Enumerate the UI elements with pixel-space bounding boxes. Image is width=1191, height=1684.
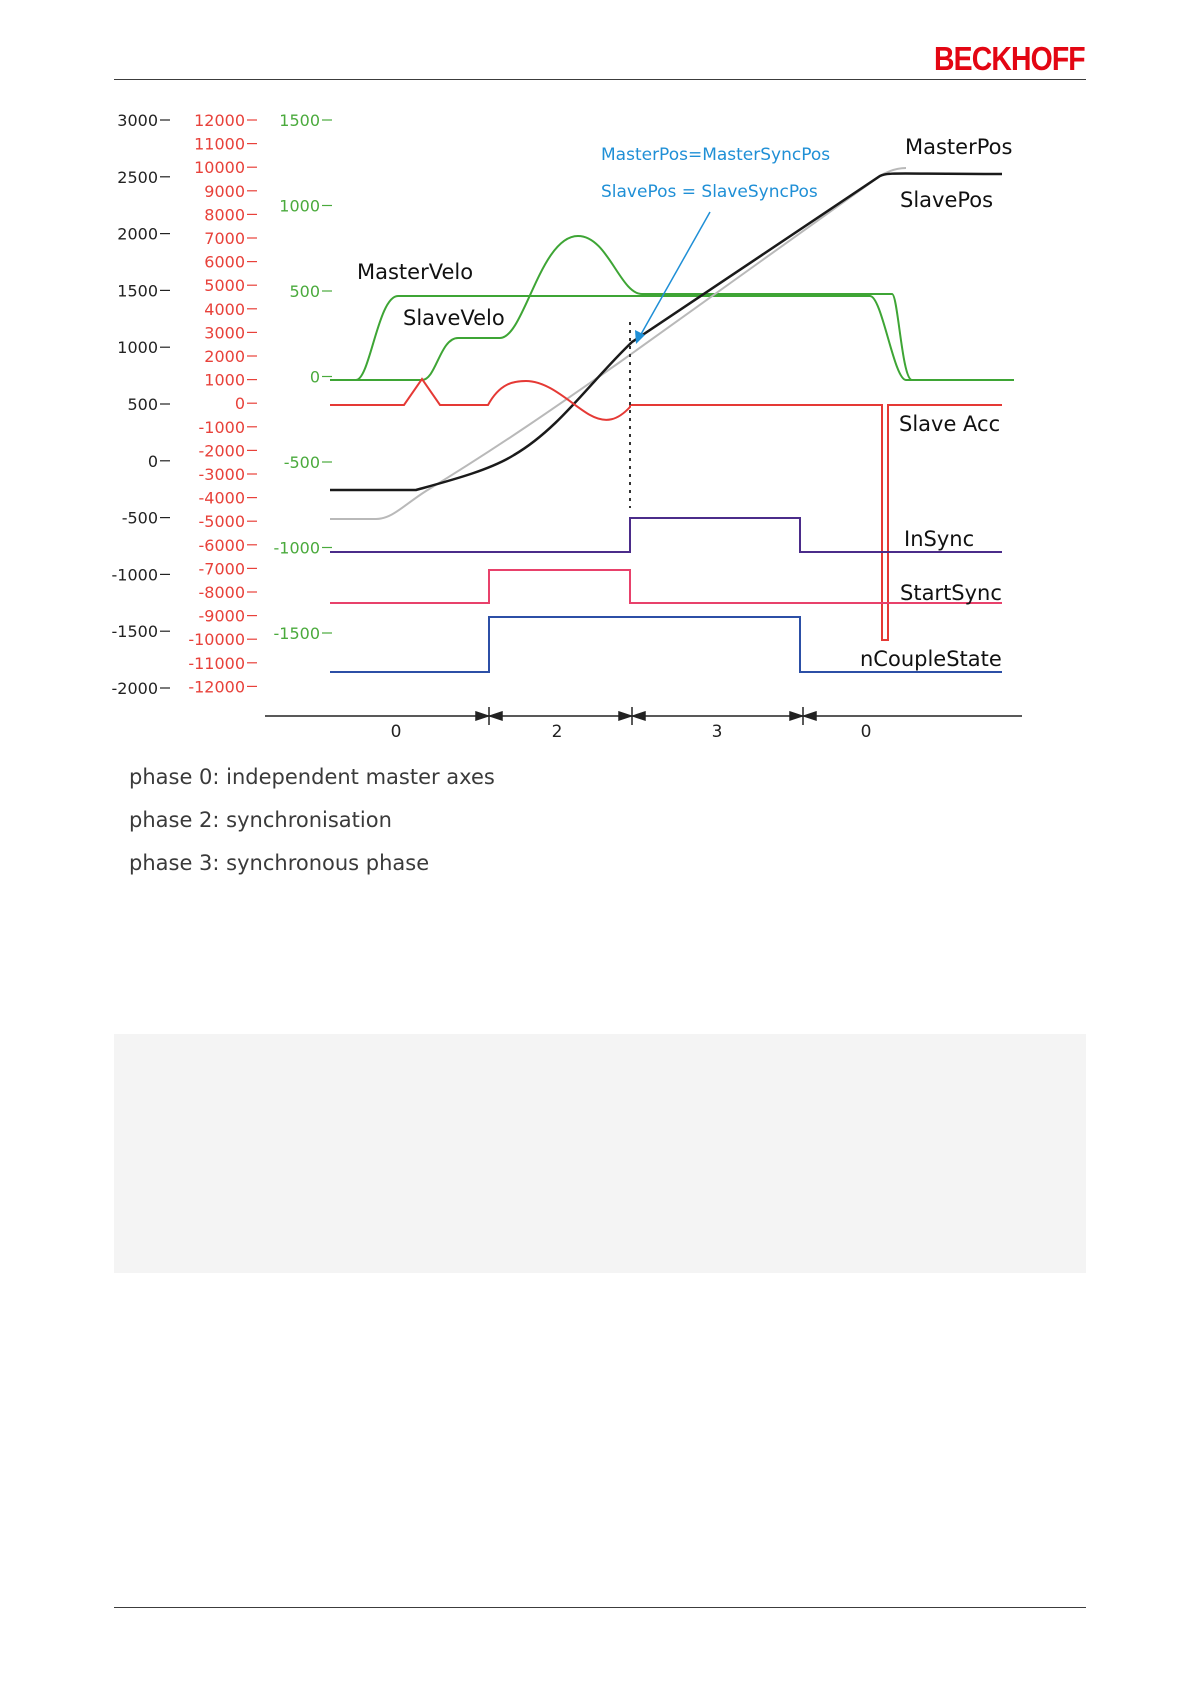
acceleration-axis-tick-label: -2000 — [199, 441, 246, 460]
velocity-axis-tick-label: 1000 — [279, 197, 320, 216]
phase-boundary-marker — [475, 707, 503, 725]
label-in-sync: InSync — [904, 527, 974, 551]
position-axis: 3000 2500 2000 1500 1000 500 0 -500 -1000 -1500 -2… — [112, 111, 170, 698]
label-start-sync: StartSync — [900, 581, 1002, 605]
phase-label: 2 — [552, 722, 563, 742]
annotation-master-sync: MasterPos=MasterSyncPos — [601, 145, 830, 165]
footer-rule — [114, 1607, 1086, 1608]
shaded-note-box — [114, 1034, 1086, 1273]
position-axis-tick-label: 1500 — [117, 281, 158, 300]
slave-acc-curve — [330, 377, 1002, 641]
acceleration-axis-tick-label: 12000 — [194, 111, 245, 130]
master-velo-curve — [330, 295, 1014, 381]
position-axis-tick-label: -500 — [122, 509, 158, 528]
acceleration-axis-tick-label: 9000 — [204, 182, 245, 201]
slave-velo-curve — [330, 234, 913, 381]
position-axis-tick-label: 1000 — [117, 338, 158, 357]
phase-note: phase 3: synchronous phase — [129, 851, 430, 875]
velocity-axis-tick-label: -1000 — [274, 539, 321, 558]
phase-label: 3 — [712, 722, 723, 742]
sync-annotation-arrow — [639, 211, 711, 337]
acceleration-axis-tick-label: -6000 — [199, 536, 246, 555]
acceleration-axis-tick-label: -1000 — [199, 418, 246, 437]
acceleration-axis-tick-label: 7000 — [204, 229, 245, 248]
in-sync-signal — [330, 517, 1002, 553]
position-axis-tick-label: -1000 — [112, 565, 159, 584]
acceleration-axis-tick-label: -5000 — [199, 512, 246, 531]
velocity-axis-tick-label: 0 — [310, 368, 320, 387]
velocity-axis-tick-label: 1500 — [279, 111, 320, 130]
acceleration-axis-tick-label: -8000 — [199, 583, 246, 602]
acceleration-axis-tick-label: 0 — [235, 394, 245, 413]
acceleration-axis-tick-label: 6000 — [204, 253, 245, 272]
acceleration-axis-tick-label: -10000 — [188, 630, 245, 649]
acceleration-axis-tick-label: 4000 — [204, 300, 245, 319]
acceleration-axis-tick-label: 1000 — [204, 371, 245, 390]
label-slave-acc: Slave Acc — [899, 412, 1000, 436]
position-axis-tick-label: 2500 — [117, 168, 158, 187]
position-axis-tick-label: -2000 — [112, 679, 159, 698]
acceleration-axis-tick-label: -12000 — [188, 677, 245, 696]
header-rule — [114, 79, 1086, 80]
acceleration-axis-tick-label: -11000 — [188, 654, 245, 673]
acceleration-axis-tick-label: 10000 — [194, 158, 245, 177]
position-axis-tick-label: 0 — [148, 452, 158, 471]
label-couple-state: nCoupleState — [860, 647, 1002, 671]
couple-state-signal — [330, 616, 1002, 673]
acceleration-axis-tick-label: -4000 — [199, 489, 246, 508]
beckhoff-logo: BECKHOFF — [934, 40, 1086, 77]
acceleration-axis-tick-label: 8000 — [204, 205, 245, 224]
annotation-slave-sync: SlavePos = SlaveSyncPos — [601, 182, 818, 202]
acceleration-axis-tick-label: -9000 — [199, 607, 246, 626]
phase-notes: phase 0: independent master axes phase 2… — [129, 762, 495, 891]
phase-boundary-marker — [618, 707, 646, 725]
phase-label: 0 — [861, 722, 872, 742]
phase-label: 0 — [391, 722, 402, 742]
sync-timing-diagram: 300025002000150010005000-500-1000-1500-2… — [112, 111, 1022, 742]
acceleration-axis-tick-label: -7000 — [199, 559, 246, 578]
acceleration-axis-tick-label: 11000 — [194, 135, 245, 154]
sync-annotation-arrowhead — [635, 330, 645, 344]
label-master-pos: MasterPos — [905, 135, 1012, 159]
slave-pos-curve — [330, 172, 1003, 492]
acceleration-axis-tick-label: 3000 — [204, 323, 245, 342]
master-pos-curve — [330, 167, 907, 520]
position-axis-tick-label: 3000 — [117, 111, 158, 130]
acceleration-axis-tick-label: 2000 — [204, 347, 245, 366]
label-slave-velo: SlaveVelo — [403, 306, 505, 330]
phase-note: phase 0: independent master axes — [129, 765, 495, 789]
velocity-axis-tick-label: -1500 — [274, 624, 321, 643]
velocity-axis-tick-label: 500 — [289, 282, 320, 301]
velocity-axis-tick-label: -500 — [284, 453, 320, 472]
label-master-velo: MasterVelo — [357, 260, 473, 284]
velocity-axis: 1500 1000 500 0 -500 -1000 -1500 — [274, 111, 332, 643]
start-sync-signal — [330, 569, 1002, 604]
position-axis-tick-label: 500 — [127, 395, 158, 414]
acceleration-axis: 1200011000100009000800070006000500040003… — [188, 111, 257, 696]
acceleration-axis-tick-label: -3000 — [199, 465, 246, 484]
phase-note: phase 2: synchronisation — [129, 808, 392, 832]
phase-boundary-marker — [789, 707, 817, 725]
position-axis-tick-label: -1500 — [112, 622, 159, 641]
acceleration-axis-tick-label: 5000 — [204, 276, 245, 295]
position-axis-tick-label: 2000 — [117, 225, 158, 244]
label-slave-pos: SlavePos — [900, 188, 993, 212]
